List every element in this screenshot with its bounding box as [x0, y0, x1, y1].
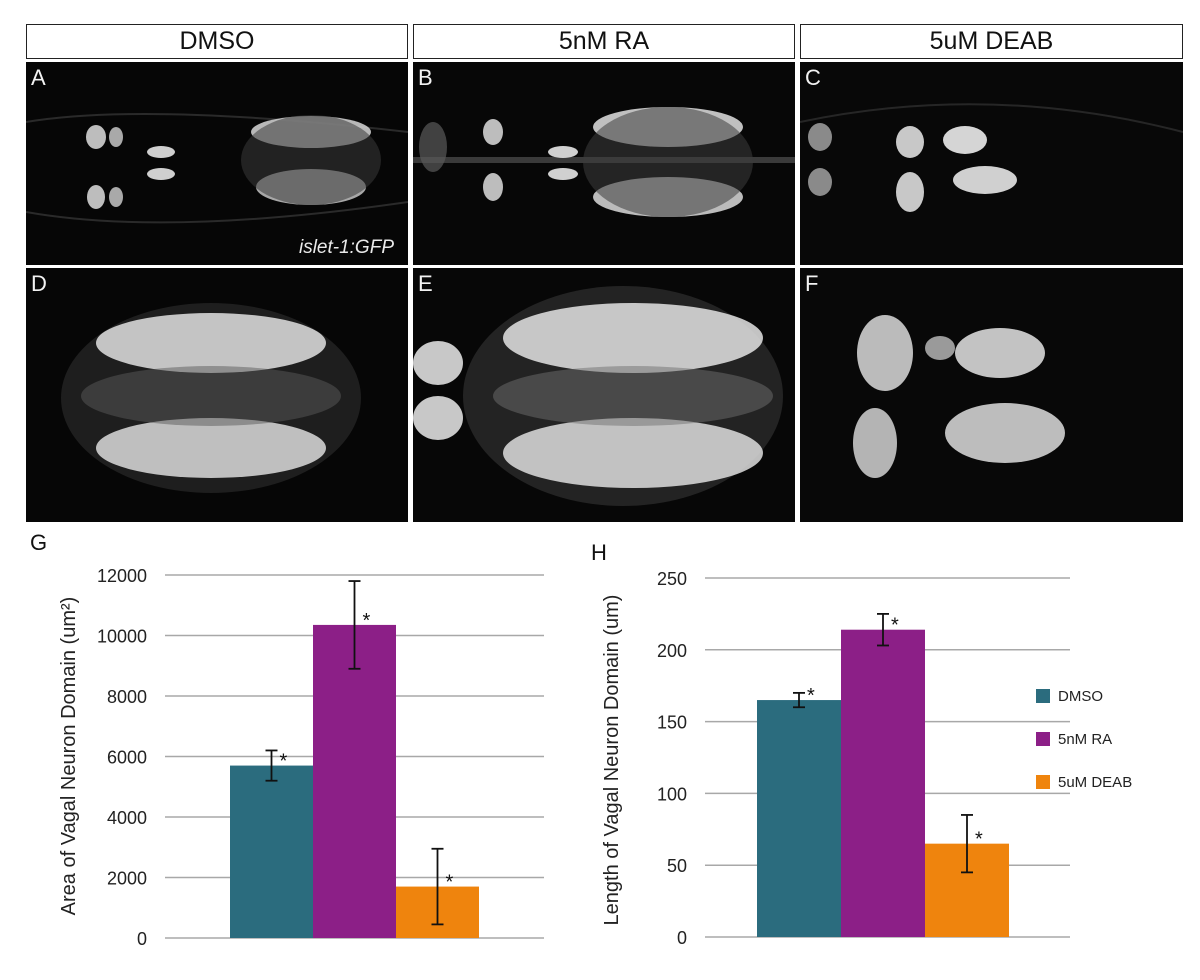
- significance-star: *: [280, 751, 288, 773]
- legend-swatch: [1036, 775, 1050, 789]
- micrograph-panel-f: F: [800, 268, 1183, 522]
- micrograph-panel-b: B: [413, 62, 795, 265]
- significance-star: *: [807, 685, 815, 707]
- y-tick-label: 10000: [97, 627, 147, 647]
- y-axis-label: Length of Vagal Neuron Domain (um): [601, 595, 623, 926]
- panel-label-e: E: [418, 271, 433, 296]
- y-axis-label: Area of Vagal Neuron Domain (um²): [58, 597, 80, 916]
- panel-label-f: F: [805, 271, 819, 296]
- y-tick-label: 12000: [97, 566, 147, 586]
- panel-label-b: B: [418, 65, 433, 90]
- bar-dmso: [757, 700, 841, 937]
- micrograph-panel-d: D: [26, 268, 408, 522]
- y-tick-label: 2000: [107, 869, 147, 889]
- significance-star: *: [446, 872, 454, 894]
- micrograph-d-image: [26, 268, 408, 522]
- legend-swatch: [1036, 689, 1050, 703]
- y-tick-label: 250: [657, 569, 687, 589]
- micrograph-f-image: [800, 268, 1183, 522]
- micrograph-a-image: [26, 62, 408, 265]
- legend-swatch: [1036, 732, 1050, 746]
- micrograph-b-image: [413, 62, 795, 265]
- micrograph-panel-c: C: [800, 62, 1183, 265]
- significance-star: *: [363, 610, 371, 632]
- bar-5nm-ra: [313, 624, 396, 938]
- legend-label: 5uM DEAB: [1058, 774, 1132, 791]
- panel-label-d: D: [31, 271, 47, 296]
- y-tick-label: 8000: [107, 687, 147, 707]
- length-bar-chart: 0 50 100 150 200 250 Length of Vagal Neuron Do…: [601, 569, 1132, 948]
- significance-star: *: [891, 615, 899, 637]
- significance-star: *: [975, 829, 983, 851]
- y-tick-label: 4000: [107, 808, 147, 828]
- panel-label-c: C: [805, 65, 821, 90]
- header-5nm-ra: 5nM RA: [413, 24, 795, 59]
- figure-label-h: H: [591, 540, 607, 565]
- figure-label-g: G: [30, 530, 48, 555]
- legend-label: DMSO: [1058, 688, 1103, 705]
- micrograph-panel-e: E: [413, 268, 795, 522]
- header-5um-deab: 5uM DEAB: [800, 24, 1183, 59]
- y-tick-label: 150: [657, 713, 687, 733]
- y-tick-label: 100: [657, 784, 687, 804]
- micrograph-c-image: [800, 62, 1183, 265]
- y-tick-label: 50: [667, 856, 687, 876]
- y-tick-label: 0: [677, 928, 687, 948]
- bar-5nm-ra: [841, 629, 925, 937]
- bar-dmso: [230, 765, 313, 938]
- micrograph-panel-a: A islet-1:GFP: [26, 62, 408, 265]
- header-dmso: DMSO: [26, 24, 408, 59]
- islet-gfp-label: islet-1:GFP: [298, 237, 394, 258]
- legend-label: 5nM RA: [1058, 731, 1112, 748]
- y-tick-label: 6000: [107, 748, 147, 768]
- panel-label-a: A: [31, 65, 46, 90]
- area-bar-chart: 0 2000 4000 6000 8000 10000 12000 Area of Vagal…: [58, 566, 544, 949]
- y-tick-label: 200: [657, 641, 687, 661]
- y-tick-label: 0: [137, 929, 147, 949]
- micrograph-e-image: [413, 268, 795, 522]
